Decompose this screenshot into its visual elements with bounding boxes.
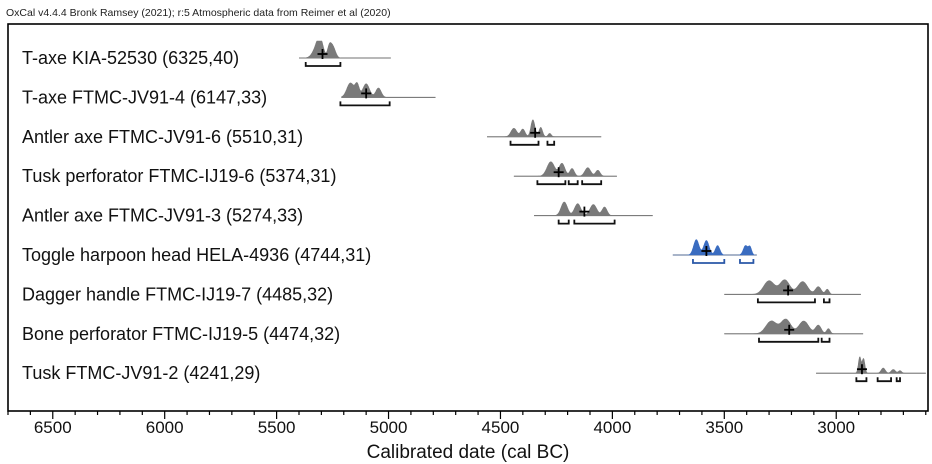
probability-distribution bbox=[724, 279, 861, 295]
range-bracket bbox=[509, 140, 540, 146]
x-tick-label: 6000 bbox=[146, 418, 184, 437]
sample-label: Antler axe FTMC-JV91-3 (5274,33) bbox=[22, 206, 303, 226]
sample-label: T-axe KIA-52530 (6325,40) bbox=[22, 48, 239, 68]
probability-distribution bbox=[534, 201, 653, 216]
plot-frame bbox=[7, 23, 929, 412]
x-tick-label: 4500 bbox=[482, 418, 520, 437]
x-tick-label: 6500 bbox=[34, 418, 72, 437]
range-bracket bbox=[546, 140, 556, 146]
range-bracket bbox=[855, 377, 868, 383]
sample-row: Tusk FTMC-JV91-2 (4241,29) bbox=[22, 356, 926, 383]
x-axis-title: Calibrated date (cal BC) bbox=[367, 442, 570, 463]
sample-label: Antler axe FTMC-JV91-6 (5510,31) bbox=[22, 127, 303, 147]
range-bracket bbox=[567, 180, 579, 186]
range-bracket bbox=[581, 180, 603, 186]
sample-row: Dagger handle FTMC-IJ19-7 (4485,32) bbox=[22, 279, 861, 304]
x-tick-label: 5000 bbox=[370, 418, 408, 437]
range-bracket bbox=[739, 259, 755, 264]
probability-distribution bbox=[513, 161, 617, 177]
x-tick-label: 5500 bbox=[258, 418, 296, 437]
sample-label: Tusk perforator FTMC-IJ19-6 (5374,31) bbox=[22, 166, 336, 186]
x-tick-label: 3500 bbox=[705, 418, 743, 437]
sample-label: Toggle harpoon head HELA-4936 (4744,31) bbox=[22, 245, 371, 265]
range-bracket bbox=[573, 219, 616, 225]
probability-distribution bbox=[487, 119, 602, 138]
sample-row: T-axe FTMC-JV91-4 (6147,33) bbox=[22, 82, 436, 107]
sample-row: Antler axe FTMC-JV91-3 (5274,33) bbox=[22, 201, 653, 226]
range-bracket bbox=[895, 377, 901, 383]
probability-distribution bbox=[724, 318, 864, 335]
sample-label: Dagger handle FTMC-IJ19-7 (4485,32) bbox=[22, 284, 333, 304]
range-bracket bbox=[557, 219, 570, 225]
sample-row: T-axe KIA-52530 (6325,40) bbox=[22, 40, 391, 68]
range-bracket bbox=[692, 259, 726, 264]
sample-row: Bone perforator FTMC-IJ19-5 (4474,32) bbox=[22, 318, 864, 344]
x-tick-label: 3000 bbox=[817, 418, 855, 437]
probability-distribution bbox=[341, 82, 436, 98]
range-bracket bbox=[876, 377, 892, 383]
probability-distribution bbox=[816, 356, 926, 374]
range-bracket bbox=[820, 337, 831, 343]
sample-label: T-axe FTMC-JV91-4 (6147,33) bbox=[22, 87, 267, 107]
range-bracket bbox=[756, 298, 816, 304]
sample-row: Toggle harpoon head HELA-4936 (4744,31) bbox=[22, 239, 757, 265]
sample-rows: T-axe KIA-52530 (6325,40) T-axe FTMC-JV91… bbox=[22, 40, 926, 383]
x-axis: 6500 6000 5500 5000 4500 4000 3500 3000 bbox=[7, 411, 927, 437]
range-bracket bbox=[758, 337, 820, 343]
x-tick-label: 4000 bbox=[593, 418, 631, 437]
chart-header: OxCal v4.4.4 Bronk Ramsey (2021); r:5 At… bbox=[6, 7, 391, 19]
sample-label: Bone perforator FTMC-IJ19-5 (4474,32) bbox=[22, 324, 340, 344]
probability-distribution bbox=[672, 239, 757, 256]
sample-row: Antler axe FTMC-JV91-6 (5510,31) bbox=[22, 119, 602, 147]
range-bracket bbox=[536, 180, 567, 186]
range-bracket bbox=[823, 298, 831, 304]
sample-row: Tusk perforator FTMC-IJ19-6 (5374,31) bbox=[22, 161, 617, 186]
range-bracket bbox=[304, 62, 342, 67]
sample-label: Tusk FTMC-JV91-2 (4241,29) bbox=[22, 363, 260, 383]
range-bracket bbox=[339, 101, 391, 107]
probability-distribution bbox=[299, 40, 391, 59]
